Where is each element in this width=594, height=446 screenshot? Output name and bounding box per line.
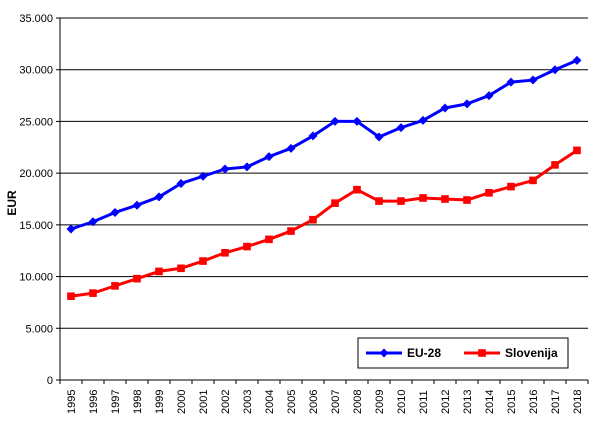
data-point: [243, 242, 251, 251]
data-point: [485, 188, 493, 197]
x-tick-label: 2014: [484, 390, 496, 414]
series-slovenija: [67, 146, 581, 301]
data-point: [176, 178, 186, 188]
x-tick-label: 2017: [550, 390, 562, 414]
data-point: [550, 65, 560, 75]
x-tick-label: 2012: [440, 390, 452, 414]
data-point: [506, 77, 516, 87]
data-point: [353, 185, 361, 194]
y-tick-label: 25.000: [19, 116, 53, 128]
data-point: [220, 164, 230, 174]
data-point: [286, 143, 296, 153]
data-point: [573, 146, 581, 155]
data-point: [440, 103, 450, 113]
data-point: [199, 257, 207, 265]
data-point: [221, 248, 229, 257]
data-point: [132, 200, 142, 210]
legend-marker: [478, 349, 486, 357]
legend-label: EU-28: [407, 346, 441, 360]
data-point: [441, 195, 449, 203]
x-tick-label: 1995: [66, 390, 78, 414]
data-point: [110, 207, 120, 217]
series-line: [70, 149, 578, 298]
data-point: [89, 289, 97, 297]
data-point: [375, 197, 383, 205]
data-point: [309, 215, 317, 224]
y-tick-label: 15.000: [19, 220, 53, 232]
y-tick-label: 5.000: [25, 323, 53, 335]
x-tick-label: 2007: [330, 390, 342, 414]
data-point: [133, 274, 141, 283]
y-tick-labels: 0 5.000 10.000 15.000 20.000 25.000 30.000 35.0…: [19, 13, 53, 387]
y-tick-label: 30.000: [19, 65, 53, 77]
x-tick-label: 2006: [308, 390, 320, 414]
legend-item: Slovenija: [464, 346, 558, 360]
axes: [59, 18, 589, 384]
data-point: [154, 192, 164, 202]
series-eu-28: [66, 55, 582, 234]
x-tick-label: 1996: [88, 390, 100, 414]
data-point: [242, 162, 252, 172]
y-tick-label: 35.000: [19, 13, 53, 25]
x-tick-label: 2018: [572, 390, 584, 414]
data-point: [463, 196, 471, 204]
x-tick-label: 2004: [264, 390, 276, 414]
x-tick-label: 2013: [462, 390, 474, 414]
data-point: [331, 199, 339, 207]
data-point: [287, 227, 295, 235]
x-tick-label: 2008: [352, 390, 364, 414]
data-point: [374, 132, 384, 142]
y-axis-title: EUR: [5, 190, 19, 216]
data-point: [396, 123, 406, 133]
data-point: [66, 224, 76, 234]
data-point: [264, 152, 274, 162]
data-point: [419, 194, 427, 202]
data-point: [529, 176, 537, 185]
data-point: [265, 235, 273, 244]
x-tick-labels: 1995 1996 1997 1998 1999 2000 2001 2002 2003 2004…: [66, 390, 584, 414]
x-tick-label: 2002: [220, 390, 232, 414]
data-point: [397, 197, 405, 205]
x-tick-label: 2005: [286, 390, 298, 414]
x-tick-label: 1999: [154, 390, 166, 414]
data-point: [67, 292, 75, 301]
data-point: [418, 115, 428, 125]
legend-label: Slovenija: [505, 346, 558, 360]
series: [66, 55, 582, 301]
data-point: [551, 161, 559, 169]
data-point: [528, 75, 538, 85]
x-tick-label: 2010: [396, 390, 408, 414]
x-tick-label: 2000: [176, 390, 188, 414]
x-tick-label: 2015: [506, 390, 518, 414]
data-point: [111, 282, 119, 290]
legend: EU-28 Slovenija: [357, 337, 569, 369]
legend-item: EU-28: [366, 346, 441, 360]
y-tick-label: 0: [47, 375, 53, 387]
x-tick-label: 2003: [242, 390, 254, 414]
x-tick-label: 2016: [528, 390, 540, 414]
x-tick-label: 2001: [198, 390, 210, 414]
data-point: [352, 116, 362, 126]
data-point: [507, 182, 515, 191]
x-tick-label: 2009: [374, 390, 386, 414]
x-tick-label: 1997: [110, 390, 122, 414]
data-point: [177, 264, 185, 273]
y-tick-label: 20.000: [19, 168, 53, 180]
series-line: [70, 59, 578, 231]
data-point: [155, 267, 163, 276]
x-tick-label: 1998: [132, 390, 144, 414]
data-point: [572, 55, 582, 65]
x-tick-label: 2011: [418, 390, 430, 414]
data-point: [308, 131, 318, 141]
data-point: [198, 171, 208, 181]
data-point: [330, 116, 340, 126]
gridlines: [56, 17, 588, 381]
data-point: [88, 217, 98, 227]
legend-marker: [379, 348, 389, 358]
data-point: [462, 99, 472, 109]
data-point: [484, 91, 494, 101]
y-tick-label: 10.000: [19, 272, 53, 284]
